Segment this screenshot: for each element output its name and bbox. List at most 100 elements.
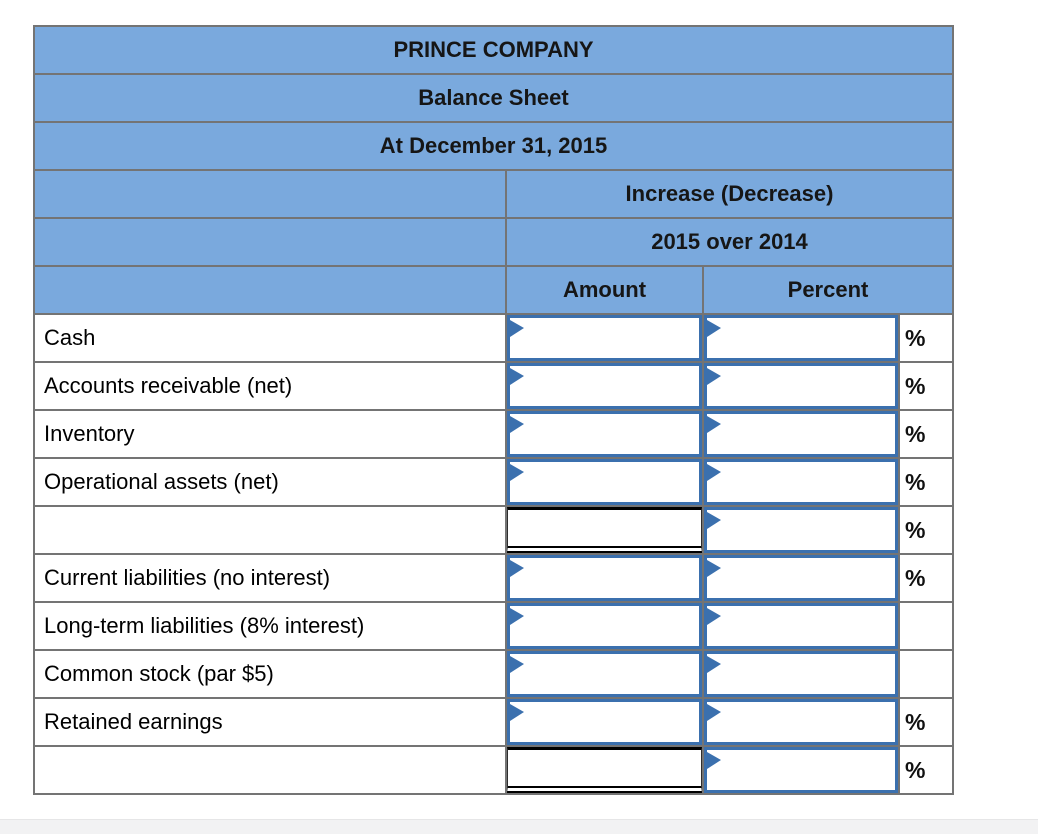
answer-flag-icon [707, 608, 721, 625]
table-row: % [33, 745, 954, 795]
amount-cell-box[interactable] [508, 412, 701, 456]
row-label: Accounts receivable (net) [33, 361, 507, 411]
percent-cell [702, 649, 900, 699]
percent-symbol: % [898, 409, 954, 459]
percent-symbol: % [898, 505, 954, 555]
percent-input[interactable] [723, 561, 891, 595]
row-label-text: Accounts receivable (net) [44, 373, 293, 398]
amount-cell-box[interactable] [508, 460, 701, 504]
amount-cell [505, 745, 704, 795]
amount-cell-box[interactable] [508, 508, 701, 552]
percent-cell-box[interactable] [705, 316, 897, 360]
percent-cell-box[interactable] [705, 652, 897, 696]
percent-cell-box[interactable] [705, 508, 897, 552]
header-row-columns: Amount Percent [33, 265, 954, 315]
percent-cell-box[interactable] [705, 556, 897, 600]
row-label [33, 505, 507, 555]
row-label: Common stock (par $5) [33, 649, 507, 699]
row-label-text: Long-term liabilities (8% interest) [44, 613, 365, 638]
percent-symbol: % [898, 457, 954, 507]
percent-cell-box[interactable] [705, 748, 897, 792]
row-label-text: Inventory [44, 421, 135, 446]
percent-cell-box[interactable] [705, 364, 897, 408]
row-label: Inventory [33, 409, 507, 459]
row-label: Retained earnings [33, 697, 507, 747]
amount-cell [505, 505, 704, 555]
percent-input[interactable] [723, 417, 891, 451]
amount-input[interactable] [513, 513, 697, 543]
answer-flag-icon [707, 320, 721, 337]
amount-cell-box[interactable] [508, 700, 701, 744]
amount-cell [505, 553, 704, 603]
header-row-company: PRINCE COMPANY [33, 25, 954, 75]
amount-cell [505, 313, 704, 363]
header-row-statement: Balance Sheet [33, 73, 954, 123]
amount-cell-box[interactable] [508, 364, 701, 408]
amount-cell-box[interactable] [508, 748, 701, 792]
percent-input[interactable] [723, 465, 891, 499]
percent-input[interactable] [723, 609, 891, 643]
table-row: Common stock (par $5) [33, 649, 954, 699]
row-label-text: Retained earnings [44, 709, 223, 734]
percent-cell-box[interactable] [705, 604, 897, 648]
amount-input[interactable] [526, 321, 695, 355]
amount-input[interactable] [526, 369, 695, 403]
table-row: % [33, 505, 954, 555]
answer-flag-icon [510, 464, 524, 481]
amount-input[interactable] [526, 561, 695, 595]
amount-cell-box[interactable] [508, 604, 701, 648]
row-label: Current liabilities (no interest) [33, 553, 507, 603]
row-label [33, 745, 507, 795]
amount-input[interactable] [526, 657, 695, 691]
answer-flag-icon [707, 656, 721, 673]
percent-input[interactable] [723, 321, 891, 355]
row-label-text: Operational assets (net) [44, 469, 279, 494]
table-row: Accounts receivable (net) % [33, 361, 954, 411]
percent-cell [702, 409, 900, 459]
header-row-date: At December 31, 2015 [33, 121, 954, 171]
table-row: Retained earnings % [33, 697, 954, 747]
percent-input[interactable] [723, 513, 891, 547]
percent-symbol: % [898, 313, 954, 363]
percent-cell [702, 601, 900, 651]
amount-input[interactable] [526, 609, 695, 643]
amount-cell-box[interactable] [508, 652, 701, 696]
percent-symbol: % [898, 553, 954, 603]
percent-cell-box[interactable] [705, 700, 897, 744]
amount-input[interactable] [513, 753, 697, 783]
blank-header-cell [33, 217, 507, 267]
balance-sheet-table: PRINCE COMPANY Balance Sheet At December… [33, 25, 954, 795]
percent-cell-box[interactable] [705, 412, 897, 456]
statement-date: At December 31, 2015 [33, 121, 954, 171]
row-label-text: Cash [44, 325, 96, 350]
percent-cell [702, 697, 900, 747]
percent-column-header: Percent [702, 265, 954, 315]
amount-input[interactable] [526, 465, 695, 499]
answer-flag-icon [707, 368, 721, 385]
answer-flag-icon [707, 560, 721, 577]
percent-input[interactable] [723, 369, 891, 403]
amount-cell-box[interactable] [508, 316, 701, 360]
table-row: Long-term liabilities (8% interest) [33, 601, 954, 651]
amount-input[interactable] [526, 417, 695, 451]
answer-flag-icon [510, 560, 524, 577]
amount-input[interactable] [526, 705, 695, 739]
answer-flag-icon [707, 512, 721, 529]
percent-symbol: % [898, 745, 954, 795]
table-row: Inventory % [33, 409, 954, 459]
answer-flag-icon [510, 704, 524, 721]
amount-cell [505, 409, 704, 459]
row-label: Cash [33, 313, 507, 363]
percent-input[interactable] [723, 753, 891, 787]
amount-cell-box[interactable] [508, 556, 701, 600]
percent-cell-box[interactable] [705, 460, 897, 504]
answer-flag-icon [510, 368, 524, 385]
percent-cell [702, 745, 900, 795]
percent-input[interactable] [723, 705, 891, 739]
blank-header-cell [33, 169, 507, 219]
amount-cell [505, 361, 704, 411]
table-row: Operational assets (net) % [33, 457, 954, 507]
answer-flag-icon [707, 752, 721, 769]
percent-input[interactable] [723, 657, 891, 691]
